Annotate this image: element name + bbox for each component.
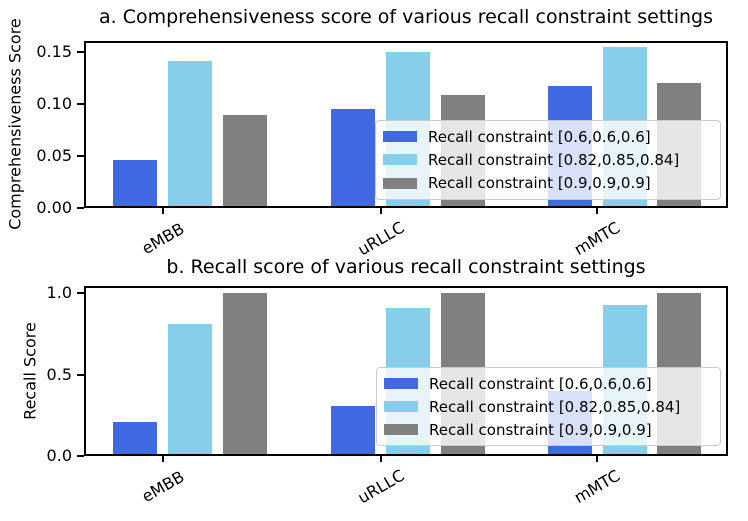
legend-swatch-0 <box>384 378 418 389</box>
subplot-a-x-tick-label-eMBB: eMBB <box>138 218 188 259</box>
subplot-b-x-tick-label-uRLLC: uRLLC <box>354 465 408 508</box>
legend-label-2: Recall constraint [0.9,0.9,0.9] <box>428 174 651 193</box>
subplot-a-y-tick-mark <box>77 50 84 53</box>
subplot-a-x-tick-label-mMTC: mMTC <box>571 217 624 260</box>
subplot-b-x-tick-mark <box>161 456 164 462</box>
legend-item-2: Recall constraint [0.9,0.9,0.9] <box>384 419 713 441</box>
subplot-a-y-tick-mark <box>77 207 84 209</box>
legend-label-1: Recall constraint [0.82,0.85,0.84] <box>428 150 680 169</box>
subplot-b-y-tick-label: 0.5 <box>46 364 72 384</box>
legend-swatch-1 <box>384 401 418 412</box>
bar-uRLLC-series0 <box>331 405 376 456</box>
subplot-b-legend: Recall constraint [0.6,0.6,0.6] Recall co… <box>376 367 721 446</box>
legend-item-1: Recall constraint [0.82,0.85,0.84] <box>383 149 713 171</box>
subplot-b-x-tick-label-eMBB: eMBB <box>138 466 188 507</box>
legend-item-0: Recall constraint [0.6,0.6,0.6] <box>384 373 713 395</box>
subplot-a-legend: Recall constraint [0.6,0.6,0.6] Recall co… <box>375 120 721 200</box>
legend-item-0: Recall constraint [0.6,0.6,0.6] <box>383 126 713 148</box>
subplot-b-y-tick-label: 0.0 <box>46 446 72 465</box>
bar-eMBB-series2 <box>222 293 267 456</box>
subplot-a-y-tick-label: 0.05 <box>36 145 72 165</box>
subplot-b-y-tick-label: 1.0 <box>46 283 72 303</box>
subplot-b-y-tick-mark <box>77 292 84 295</box>
legend-label-2: Recall constraint [0.9,0.9,0.9] <box>429 420 652 439</box>
subplot-a-y-tick-label: 0.15 <box>36 41 72 61</box>
legend-label-0: Recall constraint [0.6,0.6,0.6] <box>429 374 652 393</box>
legend-swatch-2 <box>383 177 417 189</box>
subplot-b-y-tick-mark <box>77 455 84 457</box>
subplot-a-y-tick-mark <box>77 154 84 157</box>
bar-eMBB-series2 <box>222 115 267 208</box>
subplot-b-x-tick-mark <box>596 456 599 462</box>
subplot-a-plot-frame <box>84 41 728 208</box>
subplot-b-plot-frame <box>84 286 728 456</box>
subplot-a-y-tick-label: 0.00 <box>36 198 72 217</box>
legend-swatch-2 <box>384 424 418 435</box>
subplot-a-x-tick-mark <box>161 208 164 214</box>
legend-label-0: Recall constraint [0.6,0.6,0.6] <box>428 127 651 146</box>
bar-eMBB-series0 <box>113 421 158 456</box>
bar-eMBB-series1 <box>168 61 213 208</box>
subplot-b-x-tick-label-mMTC: mMTC <box>571 465 624 508</box>
subplot-b-title: b. Recall score of various recall constr… <box>166 256 646 278</box>
subplot-b-x-tick-mark <box>379 456 382 462</box>
bar-uRLLC-series0 <box>331 109 376 208</box>
subplot-a-y-tick-label: 0.10 <box>36 93 72 113</box>
subplot-a-x-tick-mark <box>596 208 599 214</box>
legend-label-1: Recall constraint [0.82,0.85,0.84] <box>429 397 681 416</box>
subplot-a-x-tick-mark <box>379 208 382 214</box>
legend-swatch-0 <box>383 131 417 143</box>
legend-item-1: Recall constraint [0.82,0.85,0.84] <box>384 396 713 418</box>
subplot-a-title: a. Comprehensiveness score of various re… <box>98 6 713 28</box>
bar-eMBB-series1 <box>168 324 213 456</box>
subplot-b-y-tick-mark <box>77 373 84 376</box>
subplot-a-y-tick-mark <box>77 102 84 105</box>
legend-item-2: Recall constraint [0.9,0.9,0.9] <box>383 172 713 194</box>
bar-eMBB-series0 <box>113 160 158 208</box>
legend-swatch-1 <box>383 154 417 166</box>
